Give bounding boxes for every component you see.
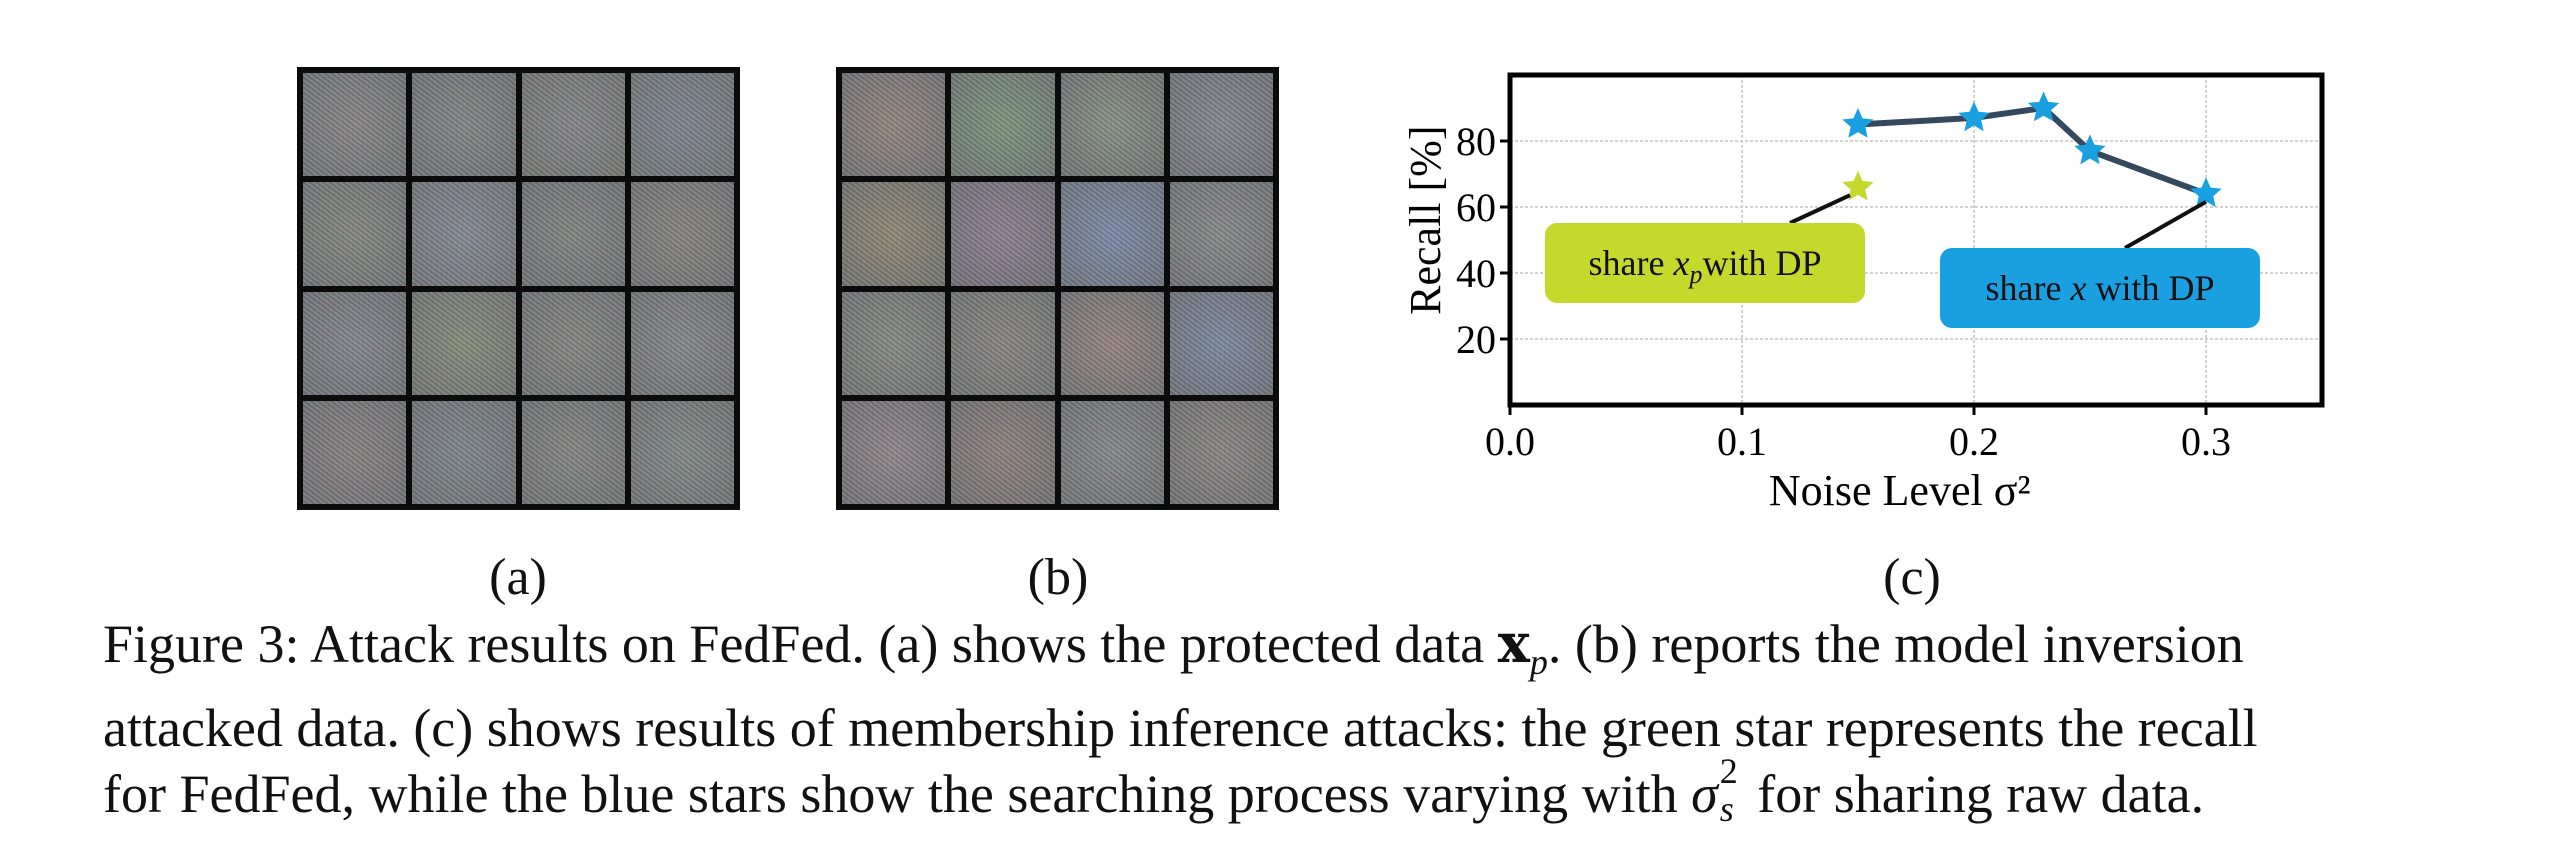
annotation-box <box>1940 248 2260 328</box>
x-tick-label: 0.1 <box>1717 419 1767 464</box>
x-tick-label: 0.2 <box>1949 419 1999 464</box>
image-tile <box>1060 182 1164 286</box>
image-tile <box>1169 73 1273 177</box>
image-tile <box>630 291 734 395</box>
caption-line-3: for FedFed, while the blue stars show th… <box>103 751 2523 829</box>
image-tile <box>1169 182 1273 286</box>
caption-text: for sharing raw data. <box>1743 763 2205 824</box>
image-tile <box>1169 400 1273 504</box>
image-tile <box>630 400 734 504</box>
caption-text: . (b) reports the model inversion <box>1547 614 2244 674</box>
image-tile <box>303 182 407 286</box>
data-point-star-blue <box>1842 108 1874 138</box>
data-point-star-blue <box>2074 134 2106 165</box>
recall-chart: 0.0 0.1 0.2 0.3 20 40 60 80 Noise Level σ² Recall… <box>1401 72 2325 515</box>
image-tile <box>951 182 1055 286</box>
caption-line-1: Figure 3: Attack results on FedFed. (a) … <box>103 610 2523 695</box>
image-tile <box>842 73 946 177</box>
image-tile <box>1060 73 1164 177</box>
inversion-attacked-image-grid <box>836 67 1279 510</box>
protected-data-image-grid <box>297 67 740 510</box>
data-point-star-blue <box>1958 101 1990 132</box>
image-tile <box>521 182 625 286</box>
y-tick-label: 80 <box>1456 119 1496 164</box>
image-tile <box>303 291 407 395</box>
y-tick-label: 20 <box>1456 317 1496 362</box>
annotation-connector <box>2124 200 2207 250</box>
caption-subscript-p: p <box>1529 641 1548 682</box>
image-tile <box>951 291 1055 395</box>
x-axis-label: Noise Level σ² <box>1769 466 2031 515</box>
image-tile <box>1060 400 1164 504</box>
image-tile <box>842 182 946 286</box>
panel-b-label: (b) <box>1027 549 1089 606</box>
image-tile <box>412 291 516 395</box>
image-tile <box>842 291 946 395</box>
image-tile <box>951 400 1055 504</box>
image-tile <box>303 400 407 504</box>
y-tick-label: 60 <box>1456 185 1496 230</box>
image-tile <box>630 182 734 286</box>
image-tile <box>412 182 516 286</box>
figure-caption: Figure 3: Attack results on FedFed. (a) … <box>103 610 2523 829</box>
image-tile <box>842 400 946 504</box>
caption-superscript-2: 2 <box>1719 750 1738 791</box>
y-axis-label: Recall [%] <box>1401 126 1450 315</box>
caption-subscript-s: s <box>1719 788 1734 829</box>
image-tile <box>303 73 407 177</box>
image-tile <box>951 73 1055 177</box>
image-tile <box>1169 291 1273 395</box>
y-tick-label: 40 <box>1456 251 1496 296</box>
series-line-share-x <box>1857 104 2208 197</box>
caption-symbol-sigma: σ <box>1691 763 1718 824</box>
image-tile <box>521 400 625 504</box>
image-tile <box>412 73 516 177</box>
x-tick-label: 0.3 <box>2181 419 2231 464</box>
image-tile <box>1060 291 1164 395</box>
image-tile <box>412 400 516 504</box>
image-tile <box>630 73 734 177</box>
annotation-label: share x with DP <box>1986 268 2215 308</box>
annotation-connector <box>1789 193 1851 225</box>
caption-line-2: attacked data. (c) shows results of memb… <box>103 697 2258 758</box>
annotation-label: share xpwith DP <box>1589 243 1822 289</box>
caption-text: Figure 3: Attack results on FedFed. (a) … <box>103 614 1498 674</box>
panel-c-label: (c) <box>1883 549 1941 606</box>
caption-text: for FedFed, while the blue stars show th… <box>103 763 1692 824</box>
plot-frame <box>1507 72 2325 408</box>
panel-a-label: (a) <box>489 549 547 606</box>
data-point-star-green <box>1842 170 1874 201</box>
caption-symbol-x: x <box>1497 611 1530 675</box>
annotation-box <box>1545 223 1865 303</box>
x-tick-label: 0.0 <box>1485 419 1535 464</box>
image-tile <box>521 73 625 177</box>
image-tile <box>521 291 625 395</box>
data-point-star-blue <box>2190 177 2222 208</box>
data-point-star-blue <box>2027 91 2060 122</box>
